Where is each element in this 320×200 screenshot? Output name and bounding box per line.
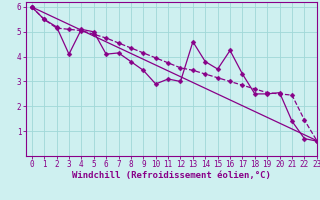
X-axis label: Windchill (Refroidissement éolien,°C): Windchill (Refroidissement éolien,°C) — [72, 171, 271, 180]
